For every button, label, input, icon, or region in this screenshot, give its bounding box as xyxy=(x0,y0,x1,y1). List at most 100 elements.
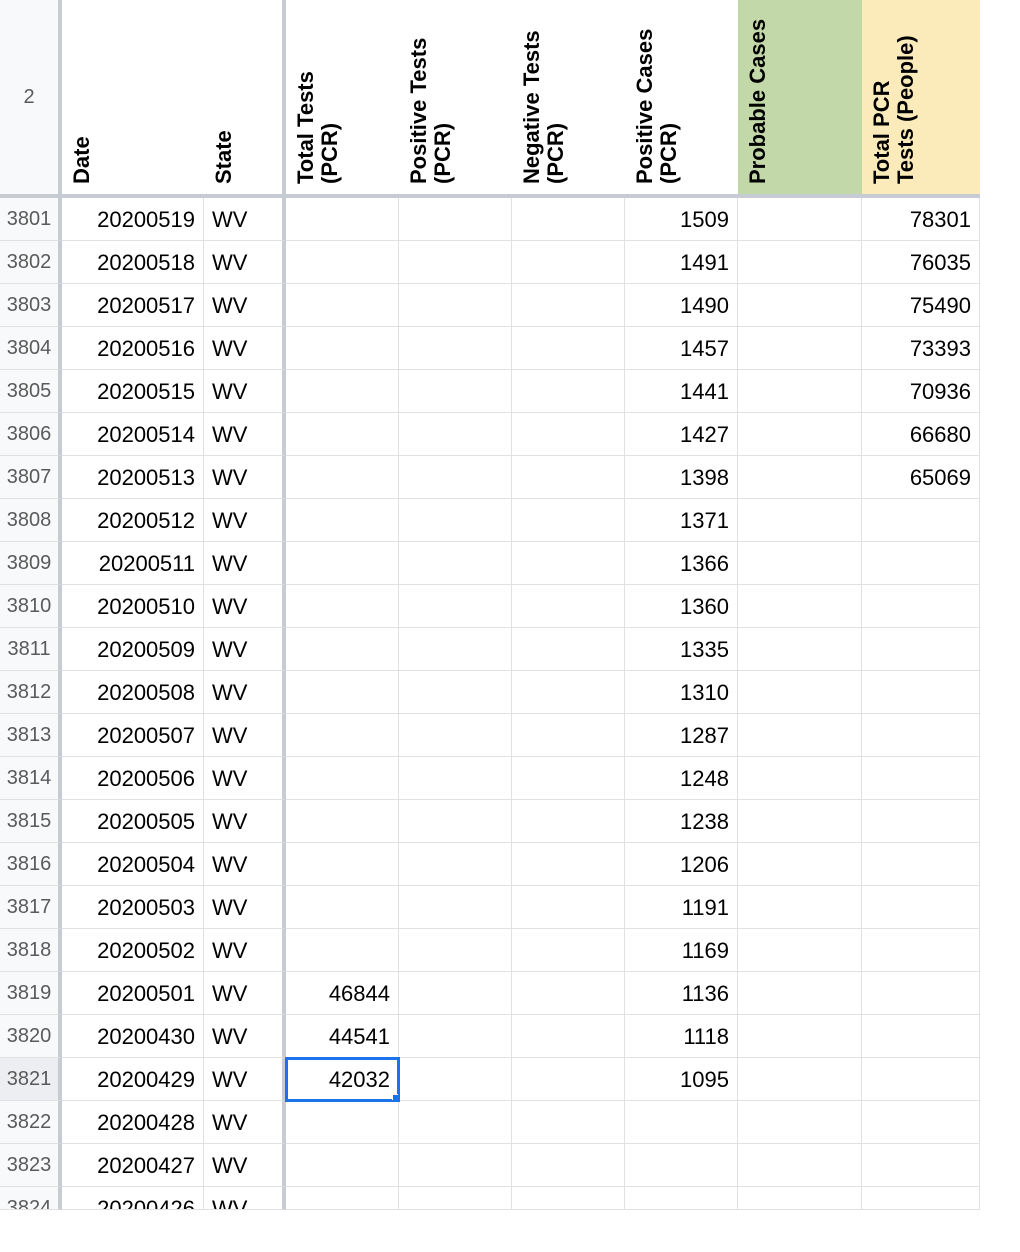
cell-date[interactable]: 20200427 xyxy=(62,1144,204,1187)
cell-total_pcr_people[interactable] xyxy=(862,1015,980,1058)
cell-positive_tests[interactable] xyxy=(399,929,512,972)
cell-total_tests_pcr[interactable] xyxy=(286,585,399,628)
cell-date[interactable]: 20200519 xyxy=(62,198,204,241)
cell-positive_tests[interactable] xyxy=(399,671,512,714)
cell-positive_cases[interactable]: 1366 xyxy=(625,542,738,585)
cell-date[interactable]: 20200502 xyxy=(62,929,204,972)
cell-probable_cases[interactable] xyxy=(738,284,862,327)
cell-total_tests_pcr[interactable]: 44541 xyxy=(286,1015,399,1058)
cell-total_pcr_people[interactable] xyxy=(862,671,980,714)
row-header[interactable]: 3802 xyxy=(0,241,62,284)
cell-total_tests_pcr[interactable] xyxy=(286,757,399,800)
column-header-probable_cases[interactable]: Probable Cases xyxy=(738,0,862,198)
cell-date[interactable]: 20200504 xyxy=(62,843,204,886)
cell-negative_tests[interactable] xyxy=(512,456,625,499)
cell-positive_cases[interactable]: 1095 xyxy=(625,1058,738,1101)
cell-state[interactable]: WV xyxy=(204,241,286,284)
column-header-negative_tests[interactable]: Negative Tests(PCR) xyxy=(512,0,625,198)
cell-state[interactable]: WV xyxy=(204,370,286,413)
cell-probable_cases[interactable] xyxy=(738,757,862,800)
cell-positive_tests[interactable] xyxy=(399,284,512,327)
cell-probable_cases[interactable] xyxy=(738,972,862,1015)
cell-positive_cases[interactable] xyxy=(625,1187,738,1210)
corner-cell[interactable]: 2 xyxy=(0,0,62,198)
column-header-total_tests_pcr[interactable]: Total Tests(PCR) xyxy=(286,0,399,198)
cell-positive_tests[interactable] xyxy=(399,757,512,800)
cell-positive_tests[interactable] xyxy=(399,327,512,370)
cell-negative_tests[interactable] xyxy=(512,714,625,757)
cell-negative_tests[interactable] xyxy=(512,843,625,886)
row-header[interactable]: 3801 xyxy=(0,198,62,241)
cell-positive_tests[interactable] xyxy=(399,413,512,456)
cell-state[interactable]: WV xyxy=(204,757,286,800)
cell-probable_cases[interactable] xyxy=(738,1015,862,1058)
cell-state[interactable]: WV xyxy=(204,800,286,843)
cell-negative_tests[interactable] xyxy=(512,413,625,456)
cell-probable_cases[interactable] xyxy=(738,1187,862,1210)
cell-negative_tests[interactable] xyxy=(512,1187,625,1210)
cell-positive_cases[interactable]: 1509 xyxy=(625,198,738,241)
cell-probable_cases[interactable] xyxy=(738,585,862,628)
cell-date[interactable]: 20200510 xyxy=(62,585,204,628)
cell-positive_cases[interactable]: 1490 xyxy=(625,284,738,327)
cell-probable_cases[interactable] xyxy=(738,886,862,929)
cell-date[interactable]: 20200428 xyxy=(62,1101,204,1144)
cell-positive_cases[interactable]: 1287 xyxy=(625,714,738,757)
cell-date[interactable]: 20200518 xyxy=(62,241,204,284)
cell-total_tests_pcr[interactable] xyxy=(286,241,399,284)
row-header[interactable]: 3807 xyxy=(0,456,62,499)
cell-positive_tests[interactable] xyxy=(399,1101,512,1144)
cell-positive_cases[interactable]: 1335 xyxy=(625,628,738,671)
column-header-positive_cases[interactable]: Positive Cases(PCR) xyxy=(625,0,738,198)
cell-date[interactable]: 20200430 xyxy=(62,1015,204,1058)
cell-total_tests_pcr[interactable] xyxy=(286,714,399,757)
cell-positive_tests[interactable] xyxy=(399,843,512,886)
cell-date[interactable]: 20200514 xyxy=(62,413,204,456)
row-header[interactable]: 3804 xyxy=(0,327,62,370)
cell-positive_cases[interactable]: 1441 xyxy=(625,370,738,413)
cell-positive_tests[interactable] xyxy=(399,542,512,585)
cell-positive_cases[interactable]: 1427 xyxy=(625,413,738,456)
cell-probable_cases[interactable] xyxy=(738,456,862,499)
cell-total_tests_pcr[interactable] xyxy=(286,671,399,714)
row-header[interactable]: 3813 xyxy=(0,714,62,757)
cell-negative_tests[interactable] xyxy=(512,284,625,327)
cell-negative_tests[interactable] xyxy=(512,370,625,413)
cell-total_pcr_people[interactable] xyxy=(862,972,980,1015)
cell-total_tests_pcr[interactable] xyxy=(286,1101,399,1144)
cell-positive_cases[interactable]: 1206 xyxy=(625,843,738,886)
cell-state[interactable]: WV xyxy=(204,198,286,241)
cell-total_tests_pcr[interactable] xyxy=(286,1187,399,1210)
cell-total_tests_pcr[interactable] xyxy=(286,456,399,499)
cell-total_pcr_people[interactable] xyxy=(862,628,980,671)
cell-total_tests_pcr[interactable] xyxy=(286,198,399,241)
cell-total_pcr_people[interactable]: 65069 xyxy=(862,456,980,499)
cell-total_pcr_people[interactable]: 66680 xyxy=(862,413,980,456)
cell-total_tests_pcr[interactable]: 42032 xyxy=(286,1058,399,1101)
cell-positive_cases[interactable]: 1238 xyxy=(625,800,738,843)
cell-negative_tests[interactable] xyxy=(512,800,625,843)
row-header[interactable]: 3821 xyxy=(0,1058,62,1101)
cell-positive_cases[interactable]: 1191 xyxy=(625,886,738,929)
cell-state[interactable]: WV xyxy=(204,327,286,370)
cell-probable_cases[interactable] xyxy=(738,843,862,886)
column-header-total_pcr_people[interactable]: Total PCRTests (People) xyxy=(862,0,980,198)
cell-positive_tests[interactable] xyxy=(399,1058,512,1101)
cell-total_tests_pcr[interactable] xyxy=(286,370,399,413)
cell-state[interactable]: WV xyxy=(204,499,286,542)
cell-state[interactable]: WV xyxy=(204,1101,286,1144)
spreadsheet-grid[interactable]: 2DateStateTotal Tests(PCR)Positive Tests… xyxy=(0,0,1020,1210)
cell-date[interactable]: 20200503 xyxy=(62,886,204,929)
cell-total_tests_pcr[interactable] xyxy=(286,929,399,972)
cell-positive_tests[interactable] xyxy=(399,800,512,843)
cell-positive_tests[interactable] xyxy=(399,714,512,757)
row-header[interactable]: 3824 xyxy=(0,1187,62,1210)
cell-date[interactable]: 20200517 xyxy=(62,284,204,327)
cell-probable_cases[interactable] xyxy=(738,542,862,585)
cell-positive_tests[interactable] xyxy=(399,585,512,628)
cell-positive_cases[interactable] xyxy=(625,1144,738,1187)
cell-total_tests_pcr[interactable] xyxy=(286,843,399,886)
cell-probable_cases[interactable] xyxy=(738,800,862,843)
cell-probable_cases[interactable] xyxy=(738,327,862,370)
cell-total_pcr_people[interactable] xyxy=(862,585,980,628)
